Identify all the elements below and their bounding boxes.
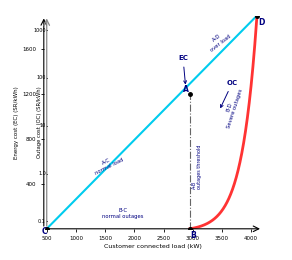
Text: Outage cost (OC) (SR/kWh): Outage cost (OC) (SR/kWh) [37,86,42,158]
Text: 0.1: 0.1 [38,219,46,224]
Text: A-B
outages threshold: A-B outages threshold [192,145,202,189]
Text: C: C [42,228,48,236]
Y-axis label: Energy cost (EC) (SR/kWh): Energy cost (EC) (SR/kWh) [14,86,19,159]
Text: A: A [183,85,189,94]
Text: 1.0: 1.0 [38,171,46,176]
Text: EC: EC [178,55,188,83]
Text: OC: OC [220,80,238,107]
Text: B: B [190,231,196,240]
Text: 1000: 1000 [33,28,46,32]
Text: B-C
normal outages: B-C normal outages [102,208,143,219]
Text: 100: 100 [36,75,46,80]
Text: B-D
Severe outages: B-D Severe outages [221,86,244,129]
X-axis label: Customer connected load (kW): Customer connected load (kW) [104,244,202,249]
Text: 10: 10 [40,123,46,128]
Text: D: D [258,18,265,27]
Text: A-D
over load: A-D over load [206,29,232,53]
Text: A-C
normal load: A-C normal load [92,152,124,176]
